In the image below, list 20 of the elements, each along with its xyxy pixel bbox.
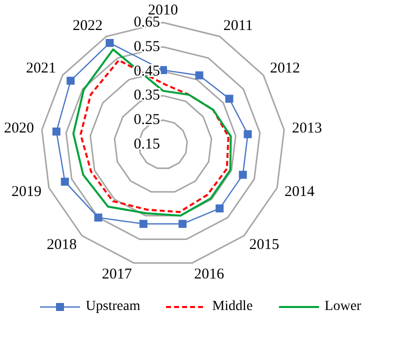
spoke-label: 2016 — [194, 266, 225, 283]
spoke-label: 2022 — [72, 18, 103, 34]
spoke-label: 2017 — [102, 266, 132, 283]
legend-label: Middle — [212, 299, 253, 315]
spoke-label: 2013 — [292, 120, 322, 136]
y-tick-label: 0.25 — [134, 112, 160, 128]
spoke-label: 2019 — [11, 184, 42, 200]
spoke-label: 2014 — [284, 184, 316, 200]
y-tick-label: 0.35 — [134, 88, 160, 104]
y-tick-label: 0.15 — [134, 136, 160, 152]
spoke-label: 2021 — [26, 60, 56, 76]
y-tick-label: 0.55 — [134, 38, 160, 55]
spoke-label: 2011 — [223, 18, 253, 34]
legend-label: Upstream — [86, 299, 140, 315]
spoke-label: 2020 — [4, 120, 34, 136]
spoke-label: 2015 — [249, 236, 280, 253]
y-tick-label: 0.65 — [134, 14, 160, 30]
spoke-label: 2012 — [270, 60, 300, 76]
spoke-label: 2018 — [46, 236, 77, 253]
legend-label: Lower — [324, 299, 362, 315]
